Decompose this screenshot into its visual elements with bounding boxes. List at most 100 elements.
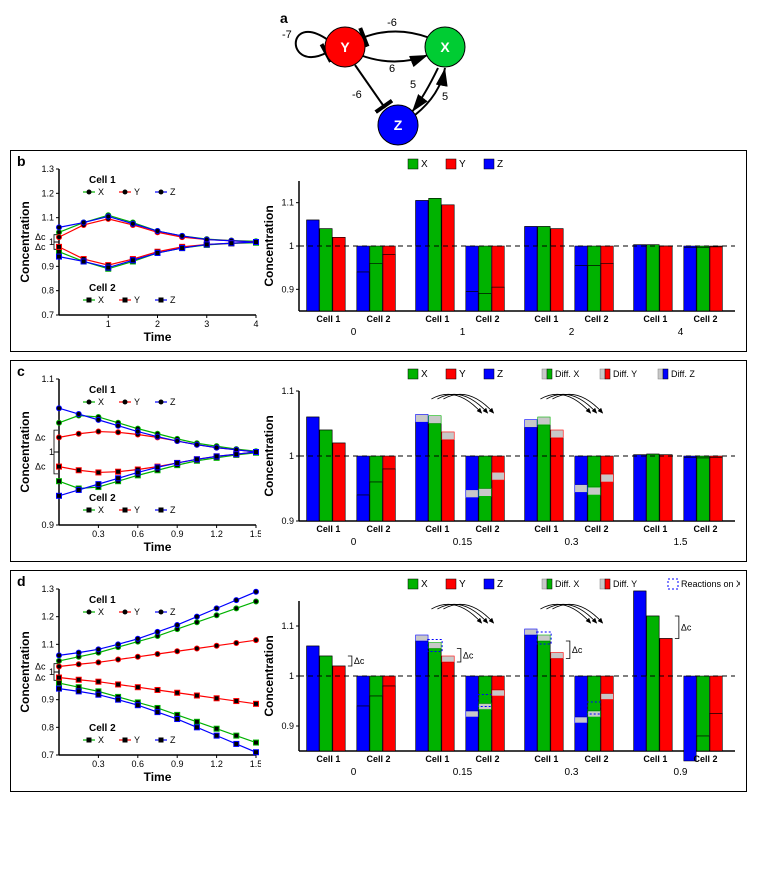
panel-c: c 0.911.10.30.60.91.21.5TimeConcentratio… [10, 360, 747, 562]
svg-text:Z: Z [170, 295, 176, 305]
svg-text:2: 2 [155, 319, 160, 329]
svg-text:1: 1 [289, 451, 294, 461]
svg-text:Y: Y [134, 735, 140, 745]
svg-text:Concentration: Concentration [262, 635, 276, 716]
svg-text:Cell 1: Cell 1 [535, 754, 559, 764]
svg-text:0.9: 0.9 [41, 261, 54, 271]
svg-text:Δc: Δc [354, 656, 365, 666]
svg-text:Diff. X: Diff. X [555, 579, 579, 589]
svg-text:Time: Time [144, 330, 172, 344]
svg-text:1.1: 1.1 [282, 621, 295, 631]
svg-text:Δc: Δc [35, 242, 46, 252]
svg-text:1.5: 1.5 [674, 537, 688, 548]
svg-text:1.3: 1.3 [41, 164, 54, 174]
svg-text:Concentration: Concentration [18, 631, 32, 712]
svg-text:1.1: 1.1 [282, 386, 295, 396]
panel-a: a -7 -6 6 -6 5 5 [10, 10, 747, 150]
svg-text:Concentration: Concentration [18, 201, 32, 282]
svg-text:0.9: 0.9 [282, 721, 295, 731]
panel-c-label: c [17, 363, 25, 379]
svg-text:1.3: 1.3 [41, 584, 54, 594]
svg-text:0.9: 0.9 [171, 529, 184, 539]
svg-text:Cell 2: Cell 2 [476, 524, 500, 534]
svg-text:Time: Time [144, 770, 172, 784]
svg-text:0.15: 0.15 [453, 537, 473, 548]
panel-d-bar-chart: 0.9 1 1.1 Concentration Cell 1 Cell 2 0 Δc Cell … [261, 575, 740, 785]
svg-text:Δc: Δc [35, 462, 46, 472]
svg-text:Time: Time [144, 540, 172, 554]
svg-text:Cell 1: Cell 1 [644, 754, 668, 764]
svg-text:Y: Y [134, 397, 140, 407]
svg-text:Z: Z [497, 159, 503, 170]
svg-text:0.3: 0.3 [565, 767, 579, 778]
svg-text:0.9: 0.9 [41, 520, 54, 530]
panel-d-line-chart: 0.70.80.911.11.21.30.30.60.91.21.5TimeCo… [17, 575, 261, 785]
svg-text:1.5: 1.5 [250, 759, 262, 769]
svg-text:1: 1 [289, 671, 294, 681]
svg-text:Cell 1: Cell 1 [89, 385, 116, 396]
svg-text:Cell 1: Cell 1 [426, 754, 450, 764]
svg-text:1.2: 1.2 [41, 188, 54, 198]
svg-text:1.1: 1.1 [41, 639, 54, 649]
svg-text:Δc: Δc [35, 661, 46, 671]
svg-text:Concentration: Concentration [262, 205, 276, 286]
svg-text:Cell 2: Cell 2 [694, 524, 718, 534]
svg-text:0: 0 [351, 327, 357, 338]
svg-text:0.7: 0.7 [41, 750, 54, 760]
svg-text:0: 0 [351, 767, 357, 778]
svg-text:0.9: 0.9 [674, 767, 688, 778]
svg-text:X: X [98, 295, 104, 305]
svg-text:Cell 2: Cell 2 [89, 723, 116, 734]
edge-label-xz: 5 [410, 79, 416, 91]
svg-text:Z: Z [170, 607, 176, 617]
svg-text:0.3: 0.3 [92, 759, 105, 769]
svg-text:0.9: 0.9 [282, 516, 295, 526]
panel-b-line-chart: 0.70.80.911.11.21.31234TimeConcentration… [17, 155, 261, 345]
svg-text:0.6: 0.6 [132, 759, 145, 769]
svg-text:1.1: 1.1 [282, 198, 295, 208]
svg-text:1: 1 [49, 447, 54, 457]
svg-text:X: X [98, 735, 104, 745]
svg-text:Z: Z [170, 187, 176, 197]
svg-text:X: X [98, 397, 104, 407]
svg-text:1.2: 1.2 [210, 529, 223, 539]
edge-label-xy: -6 [387, 17, 397, 29]
svg-text:Cell 2: Cell 2 [367, 314, 391, 324]
svg-text:Cell 2: Cell 2 [694, 754, 718, 764]
svg-text:Cell 2: Cell 2 [585, 524, 609, 534]
svg-text:Cell 1: Cell 1 [89, 595, 116, 606]
svg-text:Y: Y [134, 295, 140, 305]
svg-text:Y: Y [459, 159, 466, 170]
svg-text:Cell 2: Cell 2 [476, 754, 500, 764]
svg-text:1.1: 1.1 [41, 213, 54, 223]
svg-text:2: 2 [569, 327, 575, 338]
svg-text:0.7: 0.7 [41, 310, 54, 320]
svg-text:0: 0 [351, 537, 357, 548]
svg-text:Cell 2: Cell 2 [89, 493, 116, 504]
edge-label-yx: 6 [389, 63, 395, 75]
svg-text:X: X [98, 187, 104, 197]
svg-text:Δc: Δc [572, 645, 583, 655]
svg-text:X: X [98, 505, 104, 515]
svg-text:0.15: 0.15 [453, 767, 473, 778]
svg-text:0.6: 0.6 [132, 529, 145, 539]
svg-text:Cell 1: Cell 1 [644, 524, 668, 534]
svg-text:Y: Y [459, 579, 466, 590]
svg-text:1.1: 1.1 [41, 374, 54, 384]
panel-c-bar-chart: 0.911.1ConcentrationCell 1Cell 20Cell 1C… [261, 365, 740, 555]
svg-text:0.8: 0.8 [41, 286, 54, 296]
svg-text:Y: Y [134, 607, 140, 617]
svg-text:Diff. X: Diff. X [555, 369, 579, 379]
edge-label-yz: -6 [352, 89, 362, 101]
svg-text:Cell 2: Cell 2 [476, 314, 500, 324]
edge-label-zx: 5 [442, 91, 448, 103]
svg-text:Cell 1: Cell 1 [535, 314, 559, 324]
svg-text:1: 1 [49, 237, 54, 247]
svg-text:Δc: Δc [35, 432, 46, 442]
panel-b: b 0.70.80.911.11.21.31234TimeConcentrati… [10, 150, 747, 352]
svg-text:0.9: 0.9 [282, 284, 295, 294]
svg-text:1: 1 [289, 241, 294, 251]
svg-text:Cell 1: Cell 1 [535, 524, 559, 534]
svg-text:Z: Z [170, 735, 176, 745]
svg-text:Diff. Z: Diff. Z [671, 369, 695, 379]
